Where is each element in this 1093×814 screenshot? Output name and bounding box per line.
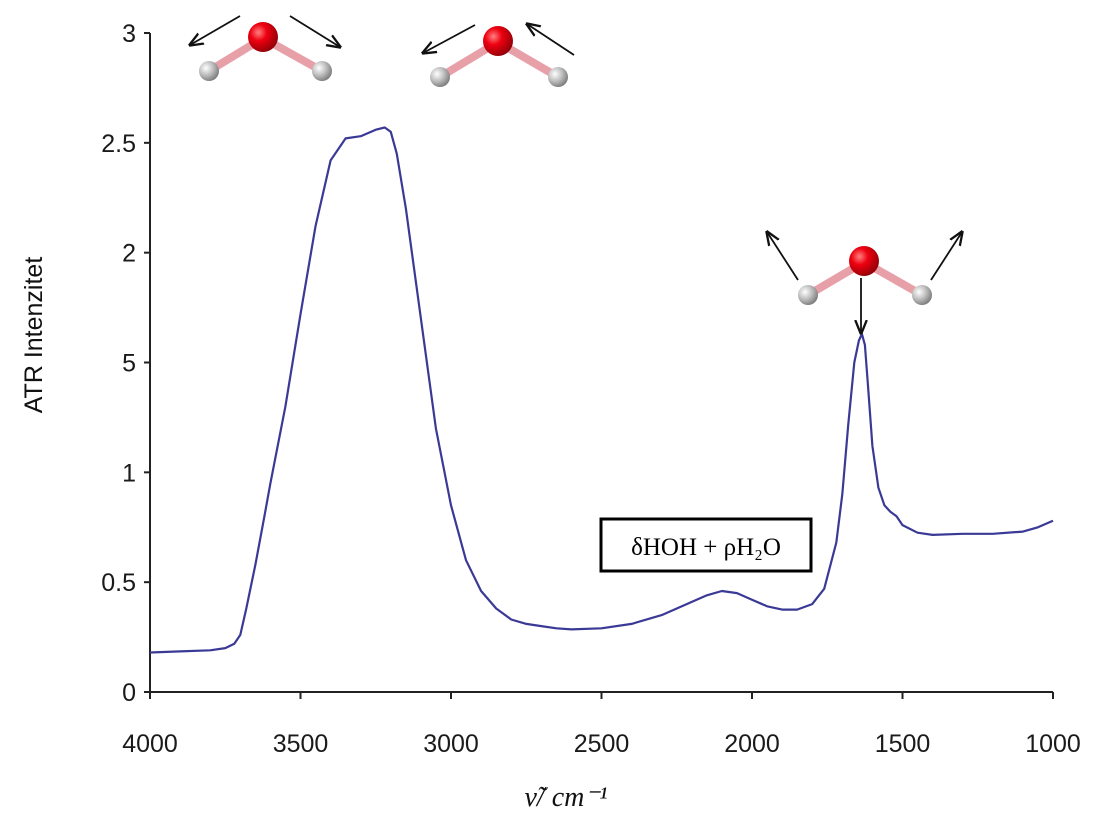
y-tick-label: 0.5 [101,569,136,597]
x-ticks: 4000 3500 3000 2500 2000 1500 1000 [122,692,1081,758]
y-tick-label: 3 [122,20,136,48]
x-tick-label: 1500 [875,730,931,758]
x-axis-title: ν̃/ cm⁻¹ [524,782,607,813]
y-tick-label: 5 [122,350,136,378]
water-bending-icon [767,232,962,333]
y-axis-title: ATR Intenzitet [20,257,48,414]
y-tick-label: 2 [122,240,136,268]
y-ticks: 0 0.5 1 5 2 2.5 3 [101,20,150,707]
water-symmetric-stretch-icon [190,15,340,81]
peak-annotation: δHOH + ρH₂O [599,517,813,573]
water-asymmetric-stretch-icon [423,24,575,87]
x-tick-label: 2000 [724,730,780,758]
x-tick-label: 1000 [1025,730,1081,758]
annotation-box [599,517,813,573]
spectrum-line [149,126,1054,654]
x-tick-label: 2500 [574,730,630,758]
x-tick-label: 4000 [122,730,178,758]
y-tick-label: 0 [122,679,136,707]
x-tick-label: 3500 [273,730,329,758]
x-tick-label: 3000 [423,730,479,758]
y-tick-label: 2.5 [101,130,136,158]
y-tick-label: 1 [122,459,136,487]
annotation-text: δHOH + ρH₂O [631,534,781,561]
